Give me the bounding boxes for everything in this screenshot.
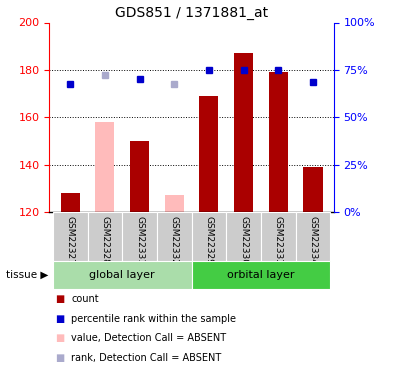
Text: ■: ■ <box>55 353 64 363</box>
Bar <box>261 212 295 261</box>
Bar <box>269 72 288 212</box>
Text: value, Detection Call = ABSENT: value, Detection Call = ABSENT <box>71 333 226 343</box>
Text: ■: ■ <box>55 314 64 324</box>
Bar <box>157 212 192 261</box>
Text: GSM22334: GSM22334 <box>308 216 318 265</box>
Bar <box>88 212 122 261</box>
Bar <box>61 193 80 212</box>
Bar <box>95 122 115 212</box>
Bar <box>192 261 330 289</box>
Text: ■: ■ <box>55 294 64 304</box>
Text: GSM22332: GSM22332 <box>170 216 179 265</box>
Text: GSM22331: GSM22331 <box>135 216 144 265</box>
Text: GSM22333: GSM22333 <box>274 216 283 265</box>
Text: ■: ■ <box>55 333 64 343</box>
Bar <box>53 212 88 261</box>
Bar <box>165 195 184 212</box>
Text: count: count <box>71 294 99 304</box>
Text: rank, Detection Call = ABSENT: rank, Detection Call = ABSENT <box>71 353 221 363</box>
Bar <box>199 96 218 212</box>
Text: GSM22328: GSM22328 <box>100 216 109 265</box>
Text: tissue ▶: tissue ▶ <box>6 270 48 280</box>
Bar <box>234 53 253 212</box>
Bar <box>130 141 149 212</box>
Title: GDS851 / 1371881_at: GDS851 / 1371881_at <box>115 6 268 20</box>
Bar <box>303 167 322 212</box>
Bar <box>53 261 192 289</box>
Text: GSM22327: GSM22327 <box>66 216 75 265</box>
Text: GSM22329: GSM22329 <box>205 216 213 265</box>
Bar <box>192 212 226 261</box>
Text: orbital layer: orbital layer <box>227 270 295 280</box>
Text: percentile rank within the sample: percentile rank within the sample <box>71 314 236 324</box>
Bar <box>295 212 330 261</box>
Text: global layer: global layer <box>89 270 155 280</box>
Bar <box>122 212 157 261</box>
Bar <box>226 212 261 261</box>
Text: GSM22330: GSM22330 <box>239 216 248 265</box>
